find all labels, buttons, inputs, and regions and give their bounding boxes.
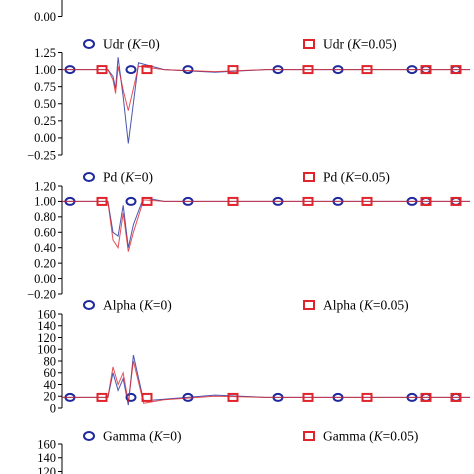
y-tick-label: 0.00 — [34, 131, 56, 145]
legend-label: Pd (K=0.05) — [323, 170, 390, 185]
series-point-square — [141, 196, 153, 206]
y-tick-label: 20 — [44, 390, 57, 404]
y-tick-label: 0 — [50, 401, 56, 415]
series-point-circle — [125, 392, 137, 402]
y-tick-label: 0.20 — [34, 256, 56, 270]
legend-label: Udr (K=0) — [103, 37, 160, 52]
series-point-square — [141, 392, 153, 402]
y-tick-label: 80 — [44, 354, 57, 368]
legend-marker-square — [303, 172, 315, 182]
series-point-square — [302, 392, 314, 402]
series-point-circle — [182, 65, 194, 75]
y-tick-label: −0.20 — [27, 287, 56, 301]
y-tick-label: 1.25 — [34, 46, 56, 60]
legend-label: Udr (K=0.05) — [323, 37, 397, 52]
series-point-square — [302, 65, 314, 75]
y-tick-label: 0.25 — [34, 114, 56, 128]
y-tick-label: 40 — [44, 378, 57, 392]
series-line-circle — [62, 197, 470, 248]
legend-label: Gamma (K=0) — [103, 429, 181, 444]
series-point-square — [361, 196, 373, 206]
y-tick-label: 1.00 — [34, 195, 56, 209]
legend-label: Alpha (K=0.05) — [323, 298, 409, 313]
legend-marker-square — [303, 431, 315, 441]
series-point-square — [450, 196, 462, 206]
y-tick-label: 0.60 — [34, 226, 56, 240]
legend-marker-circle — [83, 39, 95, 49]
series-point-square — [96, 392, 108, 402]
series-point-square — [302, 196, 314, 206]
series-point-square — [420, 65, 432, 75]
series-line-square — [62, 199, 470, 252]
y-tick-label: 160 — [37, 437, 56, 451]
y-tick-label: 0.50 — [34, 97, 56, 111]
subplot-1: 1.25 1.00 0.75 0.50 0.25 0.00 −0.25 Udr (K=0) Ud… — [27, 37, 470, 162]
series-point-square — [361, 392, 373, 402]
legend-label: Gamma (K=0.05) — [323, 429, 418, 444]
series-point-square — [227, 196, 239, 206]
y-tick-label: 1.00 — [34, 63, 56, 77]
y-tick-label: 1.20 — [34, 179, 56, 193]
legend-marker-circle — [83, 172, 95, 182]
y-tick-label: 140 — [37, 319, 56, 333]
y-tick-label: 0.00 — [34, 10, 56, 24]
y-tick-label: 160 — [37, 307, 56, 321]
y-tick-label: 60 — [44, 366, 57, 380]
legend-label: Pd (K=0) — [103, 170, 153, 185]
series-point-square — [96, 196, 108, 206]
y-tick-label: 120 — [37, 465, 56, 474]
series-point-square — [96, 65, 108, 75]
legend-label: Alpha (K=0) — [103, 298, 172, 313]
legend-marker-circle — [83, 300, 95, 310]
series-point-square — [420, 196, 432, 206]
y-tick-label: 0.40 — [34, 241, 56, 255]
series-point-square — [227, 65, 239, 75]
subplot-2: 1.20 1.000.80 0.600.400.20 0.00−0.20 Pd (K=0… — [27, 170, 470, 301]
series-point-circle — [125, 65, 137, 75]
legend-marker-square — [303, 39, 315, 49]
y-tick-label: 120 — [37, 331, 56, 345]
y-tick-label: 0.00 — [34, 272, 56, 286]
series-point-square — [227, 392, 239, 402]
legend-marker-square — [303, 300, 315, 310]
y-tick-label: 140 — [37, 451, 56, 465]
y-tick-label: 0.80 — [34, 210, 56, 224]
series-point-square — [141, 65, 153, 75]
legend-marker-circle — [83, 431, 95, 441]
y-tick-label: −0.25 — [27, 148, 56, 162]
series-point-square — [450, 392, 462, 402]
series-point-square — [361, 65, 373, 75]
y-tick-label: 0.75 — [34, 80, 56, 94]
series-line-circle — [62, 57, 470, 144]
series-line-square — [62, 360, 470, 404]
series-line-square — [62, 65, 470, 111]
series-point-circle — [125, 196, 137, 206]
subplot-0: 0.250.00 — [34, 0, 63, 24]
series-point-square — [450, 65, 462, 75]
y-tick-label: 100 — [37, 343, 56, 357]
series-point-square — [420, 392, 432, 402]
